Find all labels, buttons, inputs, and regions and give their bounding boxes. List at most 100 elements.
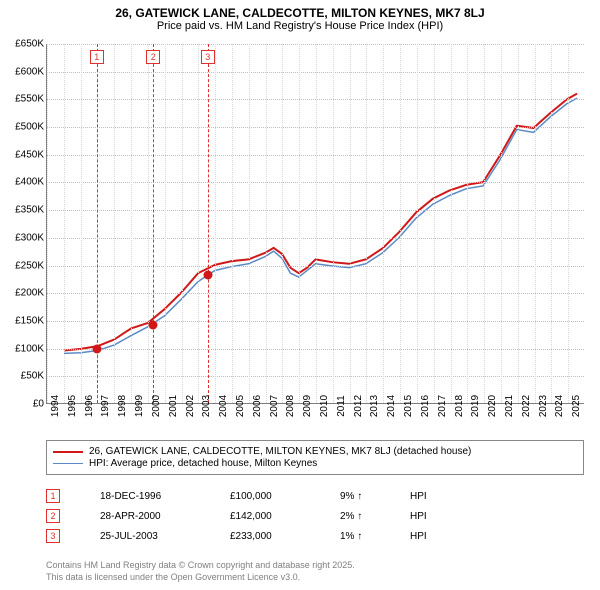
gridline-v bbox=[535, 44, 536, 403]
table-row: 325-JUL-2003£233,0001% ↑HPI bbox=[46, 526, 584, 546]
sale-marker-box: 1 bbox=[90, 50, 104, 64]
gridline-v bbox=[148, 44, 149, 403]
table-row: 1 18-DEC-1996£100,0009% ↑HPI bbox=[46, 486, 584, 506]
table-row: 228-APR-2000£142,0002% ↑HPI bbox=[46, 506, 584, 526]
sale-marker-line bbox=[208, 44, 209, 403]
ytick-label: £150K bbox=[2, 315, 44, 326]
xtick-label: 2018 bbox=[454, 395, 465, 417]
xtick-label: 2016 bbox=[420, 395, 431, 417]
xtick-label: 2019 bbox=[470, 395, 481, 417]
gridline-v bbox=[333, 44, 334, 403]
gridline-v bbox=[64, 44, 65, 403]
gridline-v bbox=[518, 44, 519, 403]
row-date: 18-DEC-1996 bbox=[100, 491, 230, 502]
xtick-label: 2024 bbox=[554, 395, 565, 417]
legend-item: HPI: Average price, detached house, Milt… bbox=[53, 458, 577, 469]
xtick-label: 2001 bbox=[168, 395, 179, 417]
row-note: HPI bbox=[410, 491, 450, 502]
row-date: 25-JUL-2003 bbox=[100, 531, 230, 542]
row-marker: 1 bbox=[46, 489, 60, 503]
legend-label: 26, GATEWICK LANE, CALDECOTTE, MILTON KE… bbox=[89, 446, 471, 457]
xtick-label: 2017 bbox=[437, 395, 448, 417]
ytick-label: £400K bbox=[2, 177, 44, 188]
gridline-v bbox=[434, 44, 435, 403]
chart-subtitle: Price paid vs. HM Land Registry's House … bbox=[0, 20, 600, 36]
legend-label: HPI: Average price, detached house, Milt… bbox=[89, 458, 317, 469]
xtick-label: 2006 bbox=[252, 395, 263, 417]
gridline-v bbox=[282, 44, 283, 403]
gridline-v bbox=[467, 44, 468, 403]
gridline-v bbox=[299, 44, 300, 403]
gridline-v bbox=[366, 44, 367, 403]
sale-marker-box: 3 bbox=[201, 50, 215, 64]
row-price: £142,000 bbox=[230, 511, 340, 522]
ytick-label: £650K bbox=[2, 39, 44, 50]
gridline-v bbox=[47, 44, 48, 403]
gridline-v bbox=[484, 44, 485, 403]
row-price: £233,000 bbox=[230, 531, 340, 542]
gridline-v bbox=[568, 44, 569, 403]
gridline-v bbox=[501, 44, 502, 403]
sale-marker-line bbox=[153, 44, 154, 403]
xtick-label: 2004 bbox=[218, 395, 229, 417]
ytick-label: £600K bbox=[2, 66, 44, 77]
xtick-label: 2009 bbox=[302, 395, 313, 417]
sale-marker-dot bbox=[203, 270, 212, 279]
gridline-v bbox=[81, 44, 82, 403]
xtick-label: 2002 bbox=[185, 395, 196, 417]
ytick-label: £350K bbox=[2, 205, 44, 216]
chart-title: 26, GATEWICK LANE, CALDECOTTE, MILTON KE… bbox=[0, 0, 600, 20]
ytick-label: £250K bbox=[2, 260, 44, 271]
arrow-up-icon: ↑ bbox=[357, 531, 362, 542]
legend-swatch bbox=[53, 463, 83, 464]
sale-marker-dot bbox=[92, 344, 101, 353]
gridline-v bbox=[232, 44, 233, 403]
row-pct: 9% ↑ bbox=[340, 491, 410, 502]
row-price: £100,000 bbox=[230, 491, 340, 502]
legend-swatch bbox=[53, 451, 83, 453]
gridline-v bbox=[383, 44, 384, 403]
row-marker: 3 bbox=[46, 529, 60, 543]
xtick-label: 2023 bbox=[538, 395, 549, 417]
gridline-v bbox=[451, 44, 452, 403]
chart-container: 26, GATEWICK LANE, CALDECOTTE, MILTON KE… bbox=[0, 0, 600, 590]
xtick-label: 2022 bbox=[521, 395, 532, 417]
xtick-label: 1994 bbox=[50, 395, 61, 417]
gridline-v bbox=[131, 44, 132, 403]
gridline-v bbox=[249, 44, 250, 403]
arrow-up-icon: ↑ bbox=[357, 511, 362, 522]
xtick-label: 2008 bbox=[285, 395, 296, 417]
xtick-label: 2007 bbox=[269, 395, 280, 417]
xtick-label: 2000 bbox=[151, 395, 162, 417]
row-marker: 2 bbox=[46, 509, 60, 523]
xtick-label: 1995 bbox=[67, 395, 78, 417]
xtick-label: 2014 bbox=[386, 395, 397, 417]
ytick-label: £300K bbox=[2, 232, 44, 243]
xtick-label: 1998 bbox=[117, 395, 128, 417]
row-note: HPI bbox=[410, 511, 450, 522]
xtick-label: 2012 bbox=[353, 395, 364, 417]
xtick-label: 2003 bbox=[201, 395, 212, 417]
xtick-label: 1997 bbox=[100, 395, 111, 417]
footer-line: This data is licensed under the Open Gov… bbox=[46, 572, 355, 584]
gridline-v bbox=[350, 44, 351, 403]
xtick-label: 1999 bbox=[134, 395, 145, 417]
ytick-label: £550K bbox=[2, 94, 44, 105]
row-date: 28-APR-2000 bbox=[100, 511, 230, 522]
xtick-label: 2015 bbox=[403, 395, 414, 417]
xtick-label: 2021 bbox=[504, 395, 515, 417]
ytick-label: £500K bbox=[2, 122, 44, 133]
xtick-label: 2020 bbox=[487, 395, 498, 417]
gridline-v bbox=[215, 44, 216, 403]
gridline-v bbox=[165, 44, 166, 403]
gridline-v bbox=[417, 44, 418, 403]
row-note: HPI bbox=[410, 531, 450, 542]
ytick-label: £100K bbox=[2, 343, 44, 354]
xtick-label: 2025 bbox=[571, 395, 582, 417]
ytick-label: £50K bbox=[2, 371, 44, 382]
gridline-v bbox=[114, 44, 115, 403]
legend-item: 26, GATEWICK LANE, CALDECOTTE, MILTON KE… bbox=[53, 446, 577, 457]
xtick-label: 2010 bbox=[319, 395, 330, 417]
sale-marker-dot bbox=[149, 321, 158, 330]
gridline-v bbox=[266, 44, 267, 403]
